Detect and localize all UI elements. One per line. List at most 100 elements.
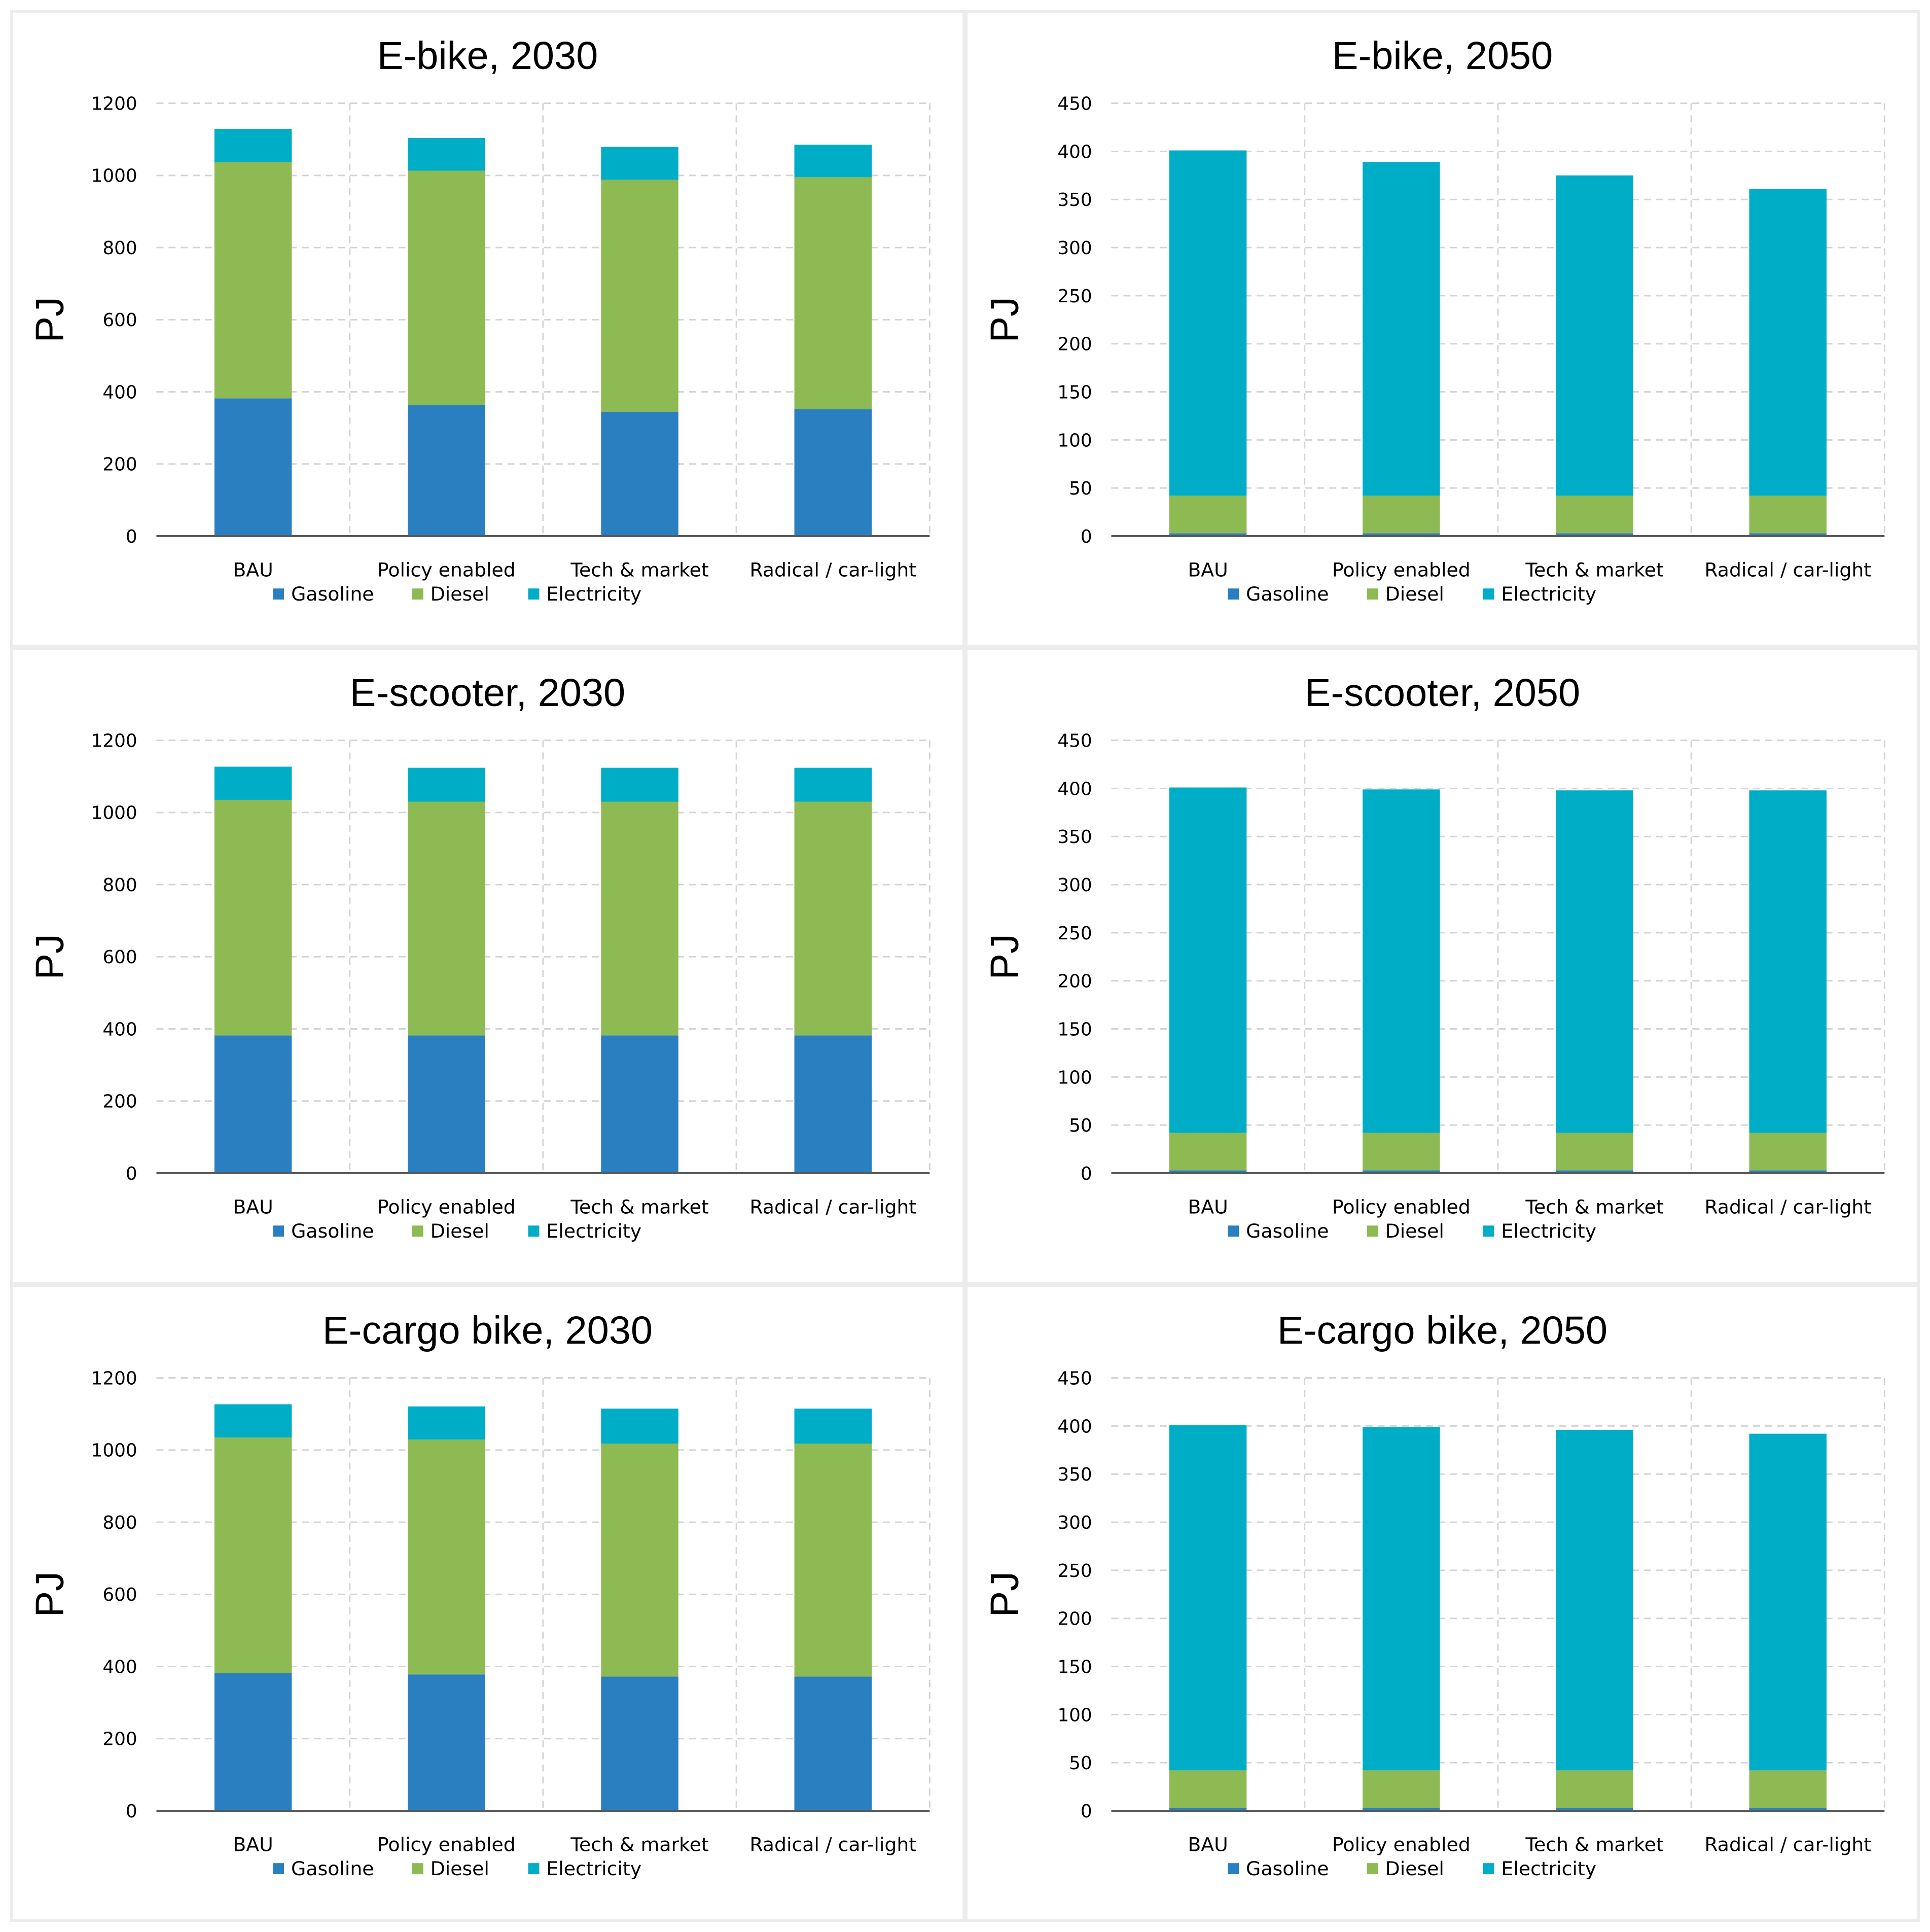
legend-swatch-electricity	[1483, 1863, 1494, 1874]
legend-label-gasoline: Gasoline	[1246, 1220, 1329, 1242]
bar-gasoline-bau	[1169, 1807, 1247, 1811]
y-axis-label: PJ	[28, 297, 72, 342]
bar-diesel-policy-enabled	[1363, 1770, 1440, 1808]
bar-gasoline-policy-enabled	[408, 1035, 485, 1174]
chart-svg: E-cargo bike, 2030 PJ 0 200 400 600 800 1000 120…	[28, 1309, 931, 1880]
chart-svg: E-scooter, 2050 PJ 0 50 100 150 200 250 300 350 40…	[983, 672, 1885, 1242]
y-tick-label: 400	[1057, 142, 1092, 162]
legend-label-diesel: Diesel	[431, 583, 489, 605]
chart-panel-e-scooter-2030: E-scooter, 2030 PJ 0 200 400 600 800 1000 1200 BA…	[10, 647, 965, 1285]
x-tick-label: Policy enabled	[1332, 1196, 1471, 1218]
y-tick-label: 450	[1057, 1368, 1092, 1389]
x-tick-label: Policy enabled	[377, 1196, 516, 1218]
bar-electricity-radical-car-light	[1749, 189, 1827, 496]
chart-title: E-bike, 2030	[377, 34, 598, 78]
legend-swatch-diesel	[1367, 1225, 1378, 1237]
y-tick-label: 0	[126, 1164, 137, 1184]
y-tick-label: 1000	[91, 166, 137, 187]
y-tick-label: 200	[102, 1092, 137, 1112]
legend-swatch-electricity	[1483, 1225, 1494, 1237]
x-tick-label: BAU	[1188, 1196, 1228, 1218]
bar-electricity-policy-enabled	[1363, 1426, 1440, 1771]
legend-swatch-diesel	[412, 1863, 423, 1874]
x-tick-label: Policy enabled	[1332, 558, 1471, 581]
y-tick-label: 1200	[91, 1368, 137, 1389]
legend-label-electricity: Electricity	[546, 583, 641, 605]
x-tick-label: BAU	[1188, 1833, 1228, 1855]
legend-label-electricity: Electricity	[1501, 1857, 1596, 1880]
bar-diesel-radical-car-light	[1749, 1770, 1827, 1808]
x-tick-label: Tech & market	[1525, 1833, 1663, 1855]
legend-label-electricity: Electricity	[1501, 583, 1596, 605]
y-tick-label: 200	[102, 1729, 137, 1749]
y-tick-label: 600	[102, 1585, 137, 1605]
y-tick-label: 1000	[91, 1440, 137, 1461]
x-tick-label: Tech & market	[570, 1833, 708, 1855]
chart-title: E-bike, 2050	[1332, 34, 1553, 78]
y-tick-label: 250	[1057, 286, 1092, 307]
bar-diesel-policy-enabled	[1363, 1133, 1440, 1171]
legend-swatch-gasoline	[1228, 588, 1239, 600]
chart-svg: E-cargo bike, 2050 PJ 0 50 100 150 200 250 300 35…	[983, 1309, 1885, 1880]
y-tick-label: 250	[1057, 923, 1092, 944]
x-tick-label: BAU	[233, 1833, 273, 1855]
chart-svg: E-scooter, 2030 PJ 0 200 400 600 800 1000 1200 BA…	[28, 672, 931, 1242]
y-tick-label: 800	[102, 1513, 137, 1533]
bar-electricity-radical-car-light	[794, 767, 872, 802]
y-tick-label: 800	[102, 238, 137, 259]
chart-title: E-scooter, 2030	[350, 672, 625, 715]
bar-diesel-tech-market	[601, 1443, 678, 1677]
bar-gasoline-radical-car-light	[1749, 1170, 1827, 1174]
y-tick-label: 200	[1057, 1608, 1092, 1629]
bar-gasoline-policy-enabled	[1363, 533, 1440, 536]
bar-diesel-radical-car-light	[794, 801, 872, 1036]
y-tick-label: 250	[1057, 1560, 1092, 1581]
x-tick-label: Policy enabled	[377, 1833, 516, 1855]
legend-swatch-gasoline	[273, 1863, 284, 1874]
legend-swatch-gasoline	[1228, 1225, 1239, 1237]
legend-swatch-gasoline	[1228, 1863, 1239, 1874]
chart-svg: E-bike, 2030 PJ 0 200 400 600 800 1000 1200 BAU Po…	[28, 34, 931, 605]
legend-swatch-diesel	[412, 1225, 423, 1237]
bar-electricity-policy-enabled	[408, 137, 485, 171]
legend-swatch-electricity	[528, 1863, 540, 1874]
bar-diesel-bau	[214, 800, 292, 1036]
legend-swatch-electricity	[528, 588, 540, 600]
y-tick-label: 150	[1057, 1020, 1092, 1040]
bar-electricity-bau	[1169, 1425, 1247, 1771]
chart-svg: E-bike, 2050 PJ 0 50 100 150 200 250 300 350 400 45…	[983, 34, 1885, 605]
legend-label-gasoline: Gasoline	[291, 1857, 374, 1880]
bar-gasoline-tech-market	[601, 1035, 678, 1174]
legend-label-diesel: Diesel	[431, 1857, 489, 1880]
bar-diesel-bau	[1169, 1133, 1247, 1171]
legend-label-diesel: Diesel	[1385, 1220, 1444, 1242]
bar-diesel-policy-enabled	[408, 1439, 485, 1674]
bar-gasoline-policy-enabled	[408, 1674, 485, 1811]
y-tick-label: 800	[102, 875, 137, 896]
bar-diesel-tech-market	[601, 180, 678, 412]
legend-swatch-gasoline	[273, 588, 284, 600]
bar-electricity-bau	[1169, 787, 1247, 1133]
chart-title: E-cargo bike, 2050	[1277, 1309, 1607, 1352]
x-tick-label: Tech & market	[570, 558, 708, 581]
bar-gasoline-radical-car-light	[794, 1676, 872, 1811]
bar-electricity-tech-market	[601, 767, 678, 802]
y-axis-label: PJ	[28, 1571, 72, 1617]
x-tick-label: Radical / car-light	[749, 558, 916, 581]
x-tick-label: Radical / car-light	[749, 1833, 916, 1855]
y-tick-label: 350	[1057, 190, 1092, 210]
bar-electricity-tech-market	[1556, 790, 1633, 1133]
y-axis-label: PJ	[983, 934, 1026, 979]
bar-electricity-tech-market	[1556, 1429, 1633, 1771]
y-tick-label: 1200	[91, 94, 137, 115]
bar-diesel-tech-market	[1556, 496, 1633, 534]
legend-swatch-gasoline	[273, 1225, 284, 1237]
y-tick-label: 50	[1069, 478, 1092, 499]
x-tick-label: Radical / car-light	[1704, 558, 1871, 581]
bar-electricity-bau	[1169, 150, 1247, 496]
y-tick-label: 200	[1057, 334, 1092, 355]
legend-label-diesel: Diesel	[431, 1220, 489, 1242]
y-tick-label: 600	[102, 310, 137, 331]
y-tick-label: 400	[1057, 1416, 1092, 1437]
chart-title: E-scooter, 2050	[1305, 672, 1580, 715]
